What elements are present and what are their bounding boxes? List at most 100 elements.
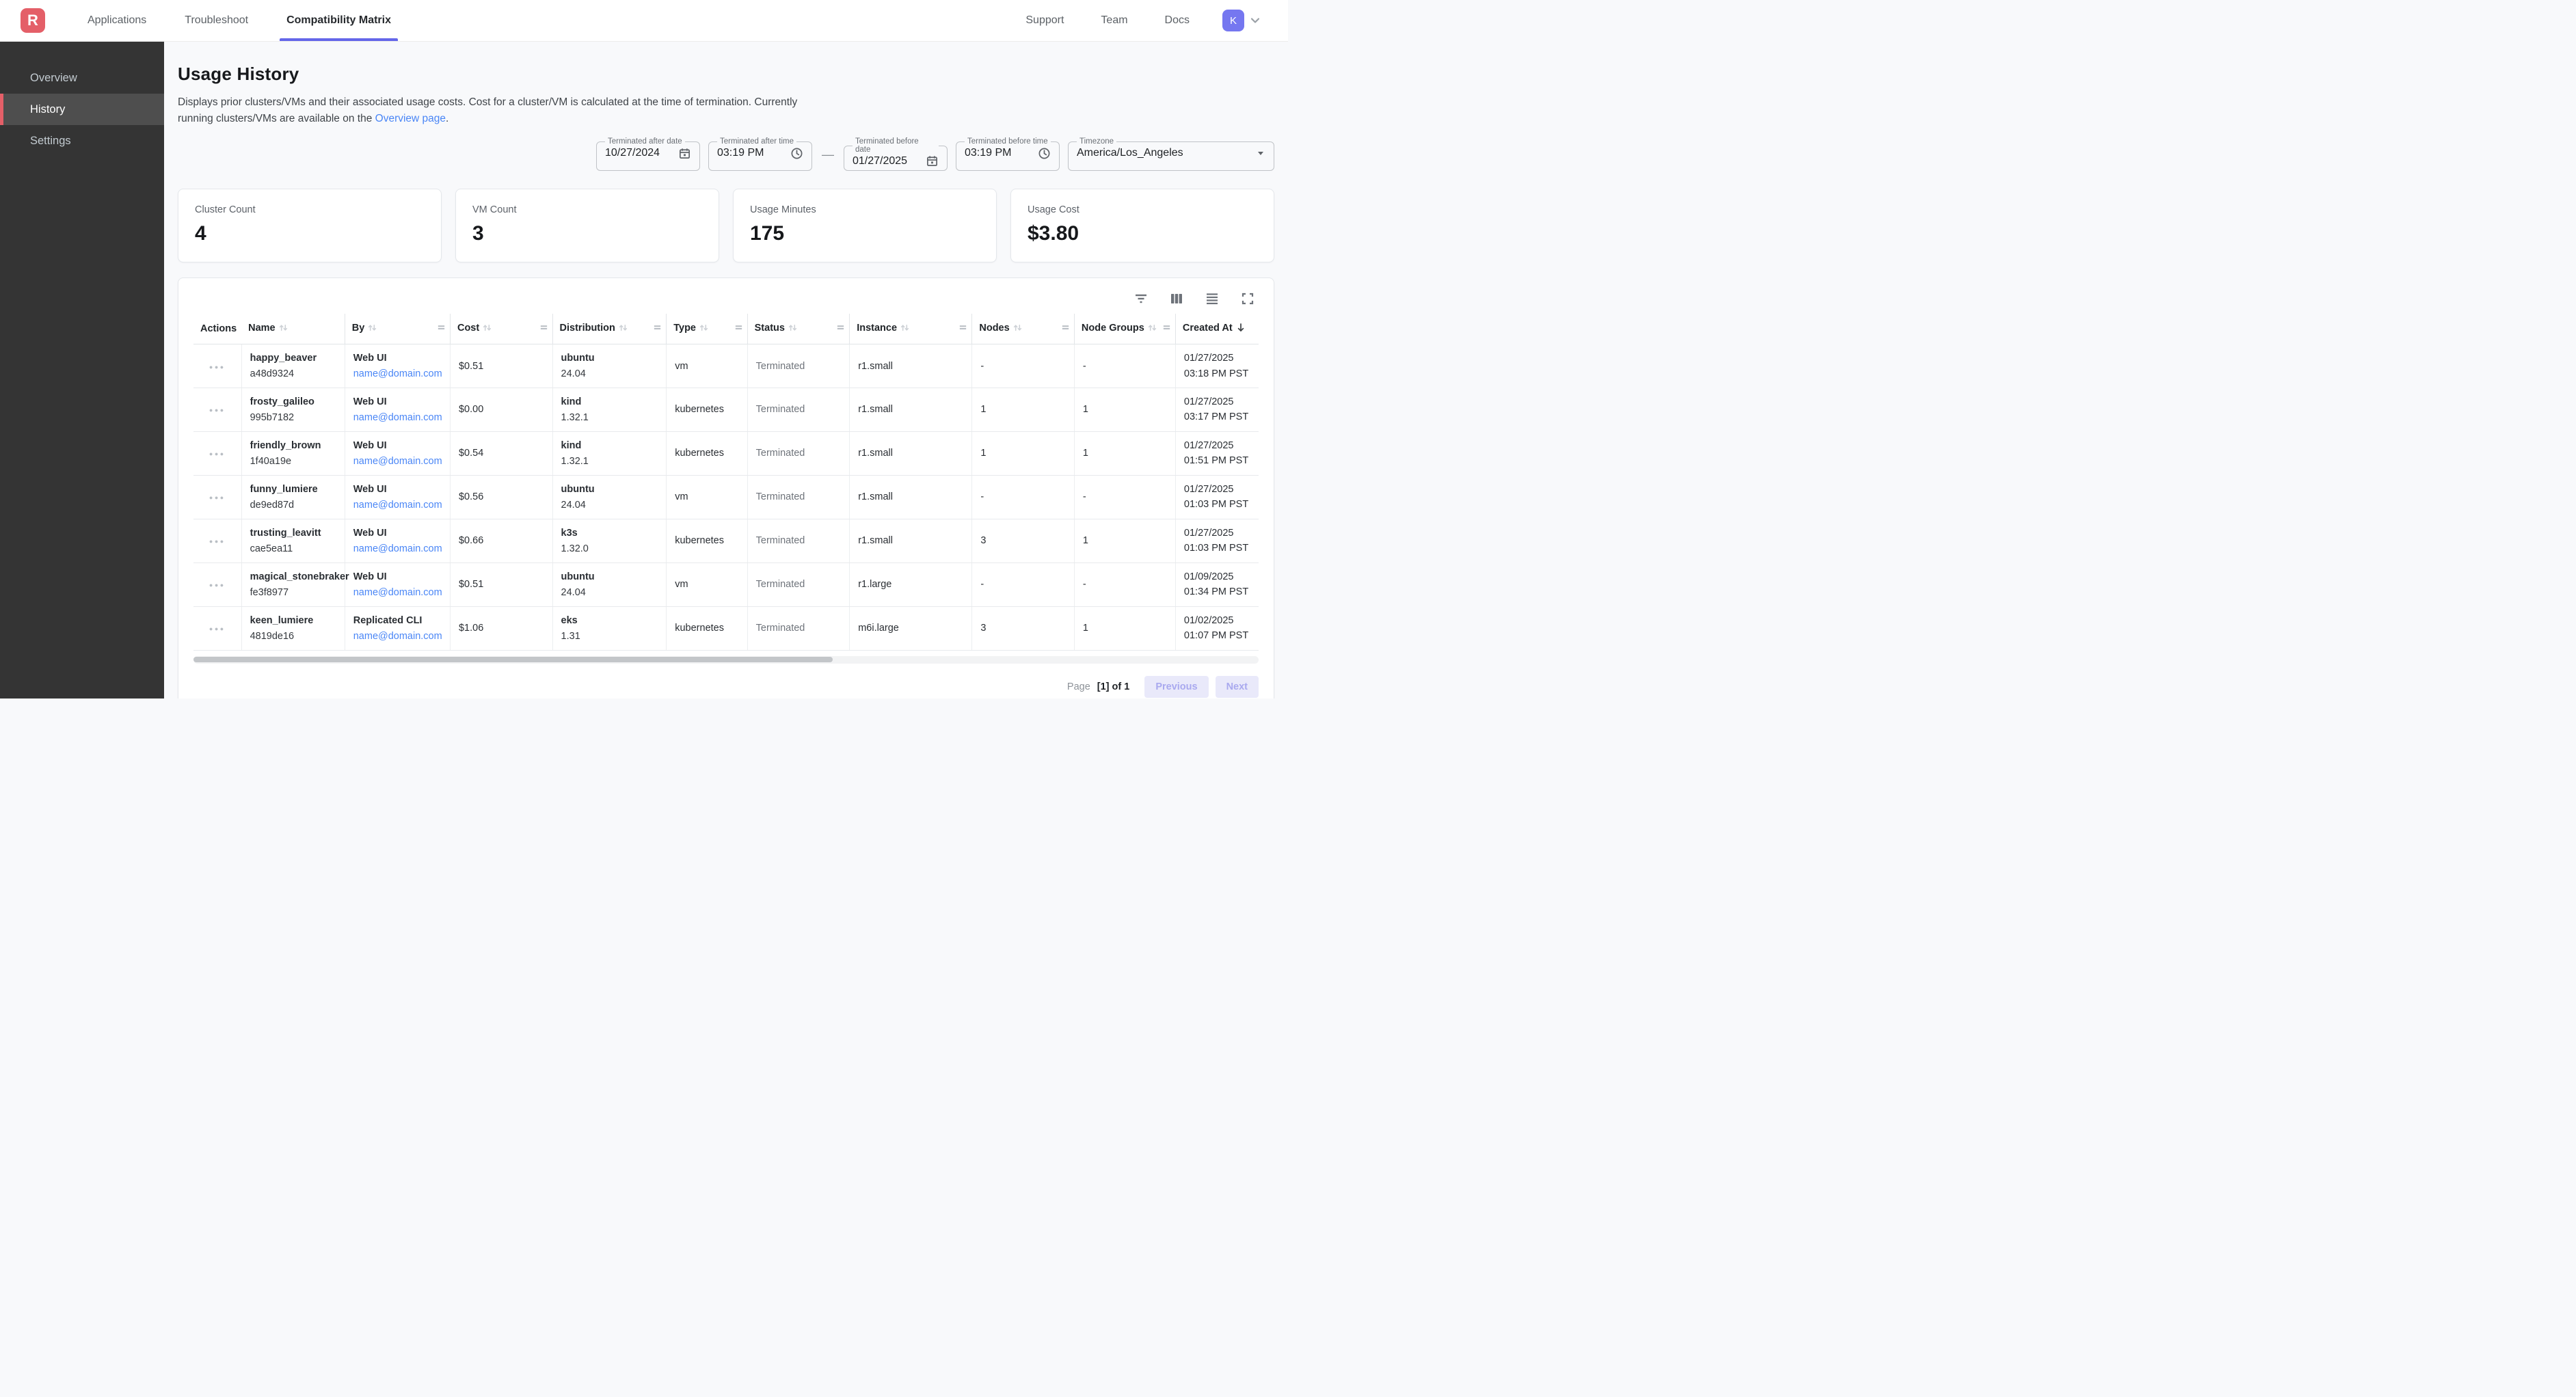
terminated-before-time-value[interactable]: 03:19 PM (965, 147, 1012, 159)
column-header-node-groups[interactable]: Node Groups (1074, 314, 1176, 345)
cell-distribution: k3s 1.32.0 (552, 519, 667, 563)
terminated-after-date-field[interactable]: Terminated after date 10/27/2024 (596, 138, 700, 172)
table-row[interactable]: ●●● trusting_leavitt cae5ea11 Web UI name@… (193, 519, 1259, 563)
nav-item-compatibility-matrix[interactable]: Compatibility Matrix (280, 0, 398, 41)
next-page-button[interactable]: Next (1215, 675, 1259, 698)
density-icon[interactable] (1204, 290, 1220, 307)
sort-icon[interactable] (1012, 324, 1023, 336)
column-resize-handle[interactable] (653, 323, 662, 335)
column-header-created-at[interactable]: Created At (1175, 314, 1259, 345)
sort-icon[interactable] (1147, 324, 1157, 336)
terminated-before-time-field[interactable]: Terminated before time 03:19 PM (956, 138, 1060, 172)
terminated-after-time-field[interactable]: Terminated after time 03:19 PM (708, 138, 812, 172)
row-actions-menu-icon[interactable]: ●●● (209, 363, 226, 370)
row-actions-menu-icon[interactable]: ●●● (209, 450, 226, 458)
column-resize-handle[interactable] (1162, 323, 1171, 335)
row-actions-menu-icon[interactable]: ●●● (209, 538, 226, 545)
column-header-instance[interactable]: Instance (849, 314, 973, 345)
calendar-icon[interactable] (678, 147, 691, 160)
cell-actions: ●●● (193, 519, 242, 563)
nav-item-support[interactable]: Support (1025, 14, 1064, 26)
terminated-before-date-field[interactable]: Terminated before date 01/27/2025 (844, 137, 948, 172)
column-resize-handle[interactable] (437, 323, 446, 335)
overview-page-link[interactable]: Overview page (375, 113, 446, 125)
column-header-type[interactable]: Type (666, 314, 748, 345)
email-link[interactable]: name@domain.com (353, 455, 442, 467)
column-resize-handle[interactable] (539, 323, 548, 335)
table-row[interactable]: ●●● friendly_brown 1f40a19e Web UI name@do… (193, 431, 1259, 476)
row-actions-menu-icon[interactable]: ●●● (209, 407, 226, 414)
sort-icon[interactable] (482, 324, 492, 336)
email-link[interactable]: name@domain.com (353, 411, 442, 423)
scrollbar-thumb[interactable] (193, 657, 833, 663)
replicated-logo[interactable]: R (21, 8, 45, 33)
terminated-after-time-value[interactable]: 03:19 PM (717, 147, 764, 159)
cell-status: Terminated (747, 388, 850, 432)
column-header-distribution[interactable]: Distribution (552, 314, 667, 345)
nav-item-applications[interactable]: Applications (88, 14, 147, 26)
terminated-before-date-label: Terminated before date (855, 137, 919, 154)
cell-instance: r1.small (849, 519, 973, 563)
sidebar-item-settings[interactable]: Settings (30, 134, 71, 147)
clock-icon[interactable] (790, 147, 803, 160)
previous-page-button[interactable]: Previous (1144, 675, 1209, 698)
calendar-icon[interactable] (926, 154, 939, 167)
cell-distribution: kind 1.32.1 (552, 431, 667, 476)
row-actions-menu-icon[interactable]: ●●● (209, 582, 226, 589)
table-row[interactable]: ●●● happy_beaver a48d9324 Web UI name@doma… (193, 344, 1259, 388)
description-text: Displays prior clusters/VMs and their as… (178, 96, 798, 125)
fullscreen-icon[interactable] (1239, 290, 1256, 307)
sidebar-item-history[interactable]: History (0, 94, 164, 125)
caret-down-icon[interactable] (1256, 148, 1265, 158)
table-row[interactable]: ●●● funny_lumiere de9ed87d Web UI name@dom… (193, 475, 1259, 519)
email-link[interactable]: name@domain.com (353, 499, 442, 511)
nav-item-team[interactable]: Team (1101, 14, 1128, 26)
terminated-before-date-value[interactable]: 01/27/2025 (853, 154, 908, 167)
clock-icon[interactable] (1038, 147, 1051, 160)
column-header-nodes[interactable]: Nodes (971, 314, 1075, 345)
row-actions-menu-icon[interactable]: ●●● (209, 494, 226, 502)
row-actions-menu-icon[interactable]: ●●● (209, 625, 226, 633)
column-header-by[interactable]: By (345, 314, 451, 345)
sort-icon[interactable] (278, 324, 289, 336)
email-link[interactable]: name@domain.com (353, 630, 442, 642)
column-resize-handle[interactable] (734, 323, 743, 335)
sort-icon[interactable] (900, 324, 910, 336)
column-resize-handle[interactable] (958, 323, 967, 335)
sort-icon[interactable] (367, 324, 377, 336)
email-link[interactable]: name@domain.com (353, 543, 442, 554)
cell-status: Terminated (747, 606, 850, 651)
distribution-name: ubuntu (561, 571, 595, 582)
sort-icon[interactable] (699, 324, 709, 336)
cell-actions: ●●● (193, 344, 242, 388)
table-row[interactable]: ●●● magical_stonebraker fe3f8977 Web UI na… (193, 562, 1259, 607)
table-row[interactable]: ●●● keen_lumiere 4819de16 Replicated CLI n… (193, 606, 1259, 651)
filter-icon[interactable] (1133, 290, 1149, 307)
column-resize-handle[interactable] (1061, 323, 1070, 335)
terminated-after-date-value[interactable]: 10/27/2024 (605, 147, 660, 159)
sidebar-item-overview[interactable]: Overview (30, 71, 77, 84)
timezone-value[interactable]: America/Los_Angeles (1077, 146, 1183, 159)
nav-item-troubleshoot[interactable]: Troubleshoot (185, 14, 249, 26)
email-link[interactable]: name@domain.com (353, 368, 442, 379)
cell-status: Terminated (747, 562, 850, 607)
column-header-cost[interactable]: Cost (450, 314, 553, 345)
sort-icon[interactable] (788, 324, 798, 336)
primary-nav: Applications Troubleshoot Compatibility … (83, 0, 425, 41)
sort-desc-icon[interactable] (1235, 323, 1246, 336)
email-link[interactable]: name@domain.com (353, 586, 442, 598)
distribution-version: 1.32.1 (561, 455, 589, 467)
created-by-source: Web UI (353, 527, 387, 539)
horizontal-scrollbar[interactable] (193, 655, 1259, 664)
table-row[interactable]: ●●● frosty_galileo 995b7182 Web UI name@do… (193, 388, 1259, 432)
chevron-down-icon[interactable] (1250, 15, 1261, 26)
columns-icon[interactable] (1168, 290, 1185, 307)
column-header-name[interactable]: Name (241, 314, 345, 345)
nav-item-docs[interactable]: Docs (1164, 14, 1190, 26)
column-resize-handle[interactable] (836, 323, 845, 335)
sort-icon[interactable] (618, 324, 628, 336)
cluster-name: magical_stonebraker (250, 571, 349, 582)
column-header-status[interactable]: Status (747, 314, 850, 345)
timezone-select[interactable]: Timezone America/Los_Angeles (1068, 138, 1274, 172)
avatar[interactable]: K (1222, 10, 1244, 31)
